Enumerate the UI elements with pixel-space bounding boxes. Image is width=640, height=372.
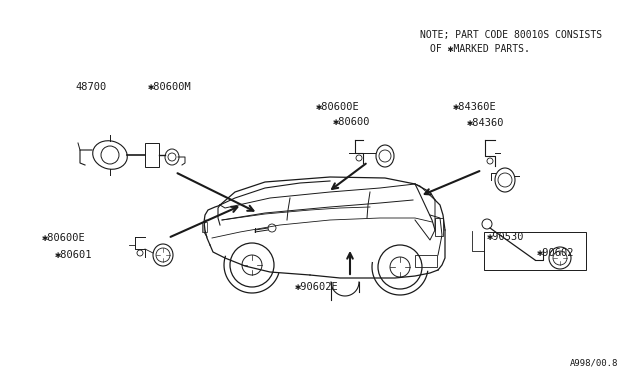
Text: ✱80600E: ✱80600E [316, 102, 360, 112]
Text: ✱80601: ✱80601 [55, 250, 93, 260]
Text: ✱84360E: ✱84360E [453, 102, 497, 112]
Text: A998/00.8: A998/00.8 [570, 358, 618, 367]
Text: ✱90602E: ✱90602E [295, 282, 339, 292]
Bar [435, 218, 443, 236]
Text: 48700: 48700 [75, 82, 106, 92]
Text: ✱90530: ✱90530 [487, 232, 525, 242]
Text: ✱90602: ✱90602 [537, 248, 575, 258]
Bar [145, 143, 159, 167]
Text: ✱84360: ✱84360 [467, 118, 504, 128]
Bar [202, 222, 207, 232]
Text: ✱80600M: ✱80600M [148, 82, 192, 92]
Bar [484, 232, 586, 270]
Bar [415, 255, 437, 267]
Text: ✱80600E: ✱80600E [42, 233, 86, 243]
Text: NOTE; PART CODE 80010S CONSISTS: NOTE; PART CODE 80010S CONSISTS [420, 30, 602, 40]
Text: OF ✱MARKED PARTS.: OF ✱MARKED PARTS. [430, 44, 530, 54]
Text: ✱80600: ✱80600 [333, 117, 371, 127]
